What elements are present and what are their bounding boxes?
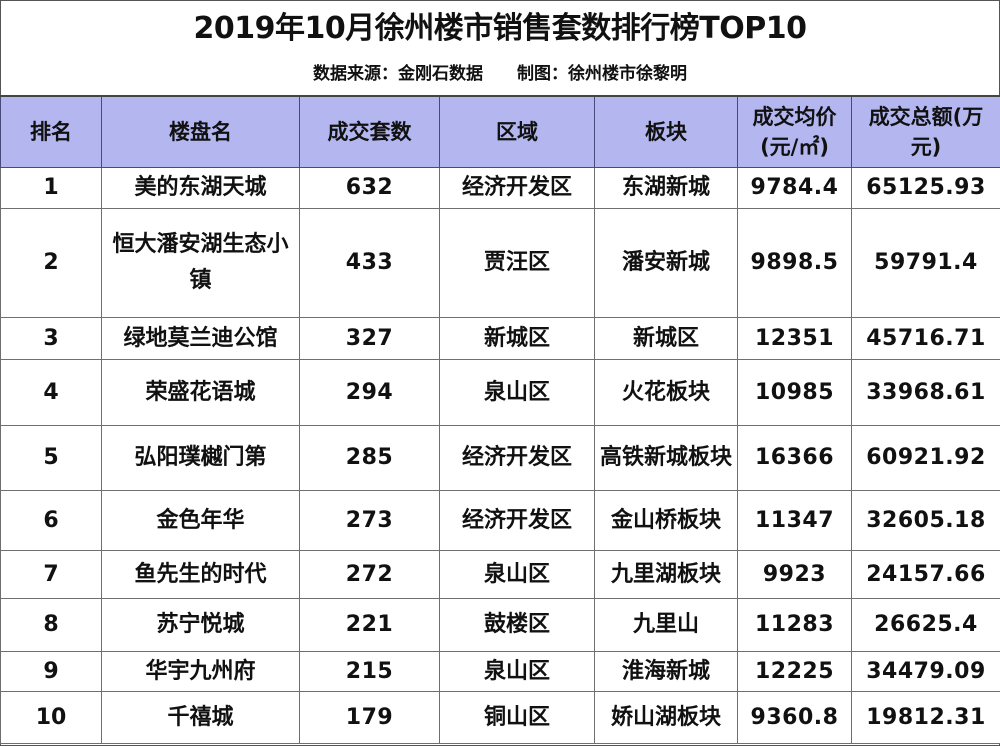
cell-zone: 潘安新城 [594,208,738,318]
cell-district: 铜山区 [439,691,595,744]
cell-project-name: 金色年华 [101,490,300,551]
cell-rank: 3 [0,317,102,360]
cell-district: 经济开发区 [439,490,595,551]
cell-district: 鼓楼区 [439,598,595,652]
cell-project-name: 绿地莫兰迪公馆 [101,317,300,360]
cell-units-sold: 632 [299,167,440,209]
cell-district: 经济开发区 [439,425,595,491]
cell-zone: 新城区 [594,317,738,360]
cell-rank: 8 [0,598,102,652]
cell-project-name: 美的东湖天城 [101,167,300,209]
cell-units-sold: 272 [299,550,440,599]
table-row: 1 美的东湖天城 632 经济开发区 东湖新城 9784.4 65125.93 [0,167,1000,209]
cell-zone: 九里山 [594,598,738,652]
table-row: 5 弘阳璞樾门第 285 经济开发区 高铁新城板块 16366 60921.92 [0,425,1000,491]
cell-total-amount: 33968.61 [851,359,1000,426]
cell-rank: 9 [0,651,102,692]
table-row: 2 恒大潘安湖生态小镇 433 贾汪区 潘安新城 9898.5 59791.4 [0,208,1000,318]
cell-total-amount: 24157.66 [851,550,1000,599]
cell-rank: 10 [0,691,102,744]
cell-project-name: 弘阳璞樾门第 [101,425,300,491]
data-source: 数据来源：金刚石数据 [313,64,483,84]
ranking-table: 排名 楼盘名 成交套数 区域 板块 成交均价(元/㎡) 成交总额(万元) 1 美… [0,95,1000,744]
table-row: 7 鱼先生的时代 272 泉山区 九里湖板块 9923 24157.66 [0,550,1000,599]
cell-district: 泉山区 [439,651,595,692]
cell-units-sold: 179 [299,691,440,744]
cell-total-amount: 65125.93 [851,167,1000,209]
cell-total-amount: 32605.18 [851,490,1000,551]
cell-zone: 九里湖板块 [594,550,738,599]
cell-zone: 火花板块 [594,359,738,426]
cell-avg-price: 12225 [737,651,852,692]
header-district: 区域 [439,95,595,168]
table-row: 6 金色年华 273 经济开发区 金山桥板块 11347 32605.18 [0,490,1000,551]
cell-units-sold: 215 [299,651,440,692]
cell-total-amount: 34479.09 [851,651,1000,692]
cell-total-amount: 59791.4 [851,208,1000,318]
cell-total-amount: 45716.71 [851,317,1000,360]
cell-total-amount: 60921.92 [851,425,1000,491]
page-title: 2019年10月徐州楼市销售套数排行榜TOP10 [193,11,807,46]
table-row: 9 华宇九州府 215 泉山区 淮海新城 12225 34479.09 [0,651,1000,692]
cell-district: 贾汪区 [439,208,595,318]
subtitle: 数据来源：金刚石数据 制图：徐州楼市徐黎明 [1,57,999,95]
cell-avg-price: 11283 [737,598,852,652]
cell-project-name: 千禧城 [101,691,300,744]
cell-rank: 6 [0,490,102,551]
cell-avg-price: 11347 [737,490,852,551]
cell-avg-price: 16366 [737,425,852,491]
header-units-sold: 成交套数 [299,95,440,168]
cell-avg-price: 9898.5 [737,208,852,318]
header-avg-price: 成交均价(元/㎡) [737,95,852,168]
cell-units-sold: 433 [299,208,440,318]
table-row: 10 千禧城 179 铜山区 娇山湖板块 9360.8 19812.31 [0,691,1000,744]
cell-avg-price: 10985 [737,359,852,426]
cell-project-name: 华宇九州府 [101,651,300,692]
header-zone: 板块 [594,95,738,168]
cell-zone: 金山桥板块 [594,490,738,551]
cell-avg-price: 9360.8 [737,691,852,744]
cell-avg-price: 9784.4 [737,167,852,209]
cell-district: 泉山区 [439,550,595,599]
cell-rank: 7 [0,550,102,599]
cell-project-name: 恒大潘安湖生态小镇 [101,208,300,318]
cell-units-sold: 285 [299,425,440,491]
chart-author: 制图：徐州楼市徐黎明 [517,64,687,84]
cell-district: 经济开发区 [439,167,595,209]
cell-rank: 5 [0,425,102,491]
cell-rank: 4 [0,359,102,426]
cell-units-sold: 294 [299,359,440,426]
table-row: 8 苏宁悦城 221 鼓楼区 九里山 11283 26625.4 [0,598,1000,652]
cell-avg-price: 9923 [737,550,852,599]
cell-total-amount: 26625.4 [851,598,1000,652]
cell-zone: 淮海新城 [594,651,738,692]
table-row: 4 荣盛花语城 294 泉山区 火花板块 10985 33968.61 [0,359,1000,426]
cell-zone: 娇山湖板块 [594,691,738,744]
cell-units-sold: 221 [299,598,440,652]
table-row: 3 绿地莫兰迪公馆 327 新城区 新城区 12351 45716.71 [0,317,1000,360]
cell-zone: 高铁新城板块 [594,425,738,491]
cell-project-name: 苏宁悦城 [101,598,300,652]
table-header-row: 排名 楼盘名 成交套数 区域 板块 成交均价(元/㎡) 成交总额(万元) [0,95,1000,168]
cell-rank: 1 [0,167,102,209]
cell-total-amount: 19812.31 [851,691,1000,744]
header-rank: 排名 [0,95,102,168]
cell-units-sold: 327 [299,317,440,360]
cell-project-name: 鱼先生的时代 [101,550,300,599]
cell-units-sold: 273 [299,490,440,551]
cell-district: 泉山区 [439,359,595,426]
cell-project-name: 荣盛花语城 [101,359,300,426]
cell-avg-price: 12351 [737,317,852,360]
cell-rank: 2 [0,208,102,318]
header-project-name: 楼盘名 [101,95,300,168]
cell-district: 新城区 [439,317,595,360]
header-total-amount: 成交总额(万元) [851,95,1000,168]
cell-zone: 东湖新城 [594,167,738,209]
